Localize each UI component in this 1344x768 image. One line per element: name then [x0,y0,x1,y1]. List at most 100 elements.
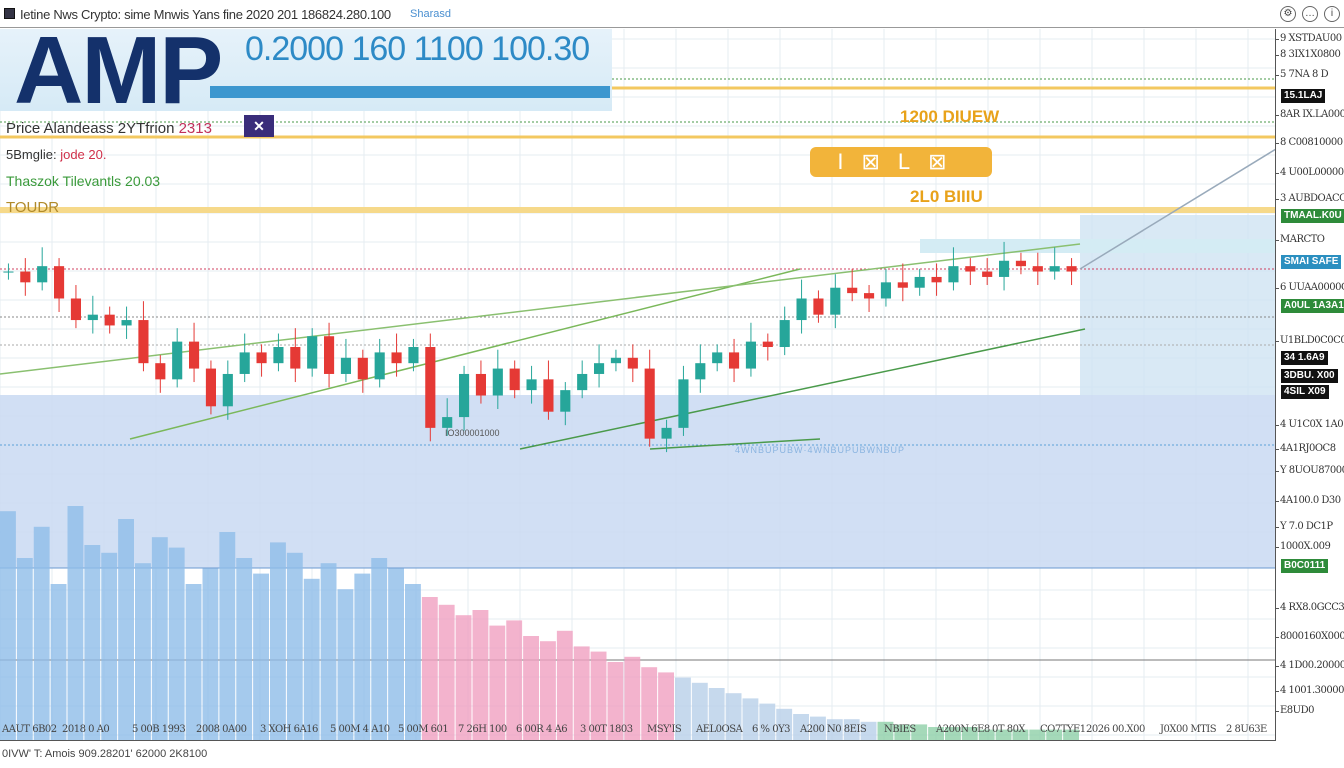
time-tick-label: AAUT 6B02 [2,724,57,735]
volume-bar [860,721,877,740]
time-tick-label: AEL0OSA [696,724,743,735]
volume-bar [286,552,303,740]
volume-bar [826,719,843,740]
volume-bar [573,646,590,740]
price-tag: 34 1.6A9 [1281,351,1328,365]
candle-body [172,341,183,380]
candle-body [357,357,368,380]
candle-body [492,368,503,396]
candle-body [205,368,216,407]
legend-2-label: 5Bmglie: [6,147,61,162]
trend-line [129,268,801,440]
volume-bar [0,511,16,740]
banner-numbers: 0.2000 160 1100 100.30 [245,30,590,68]
price-tick-label: Y 7.0 DC1P [1275,521,1333,532]
price-tag: 4SIL X09 [1281,385,1329,399]
candle-body [121,320,132,326]
dotted-label: 4WNBUPUBW·4WNBUPUBWNBUP [735,445,906,455]
volume-bar [691,682,708,740]
time-tick-label: A200 N0 8EIS [800,724,867,735]
candle-body [948,266,959,283]
candle-body [644,368,655,439]
shaded-zone [0,395,1275,568]
trend-line [519,328,1086,450]
price-tag: 15.1LAJ [1281,89,1326,103]
symbol-logo: AMP [14,29,223,124]
volume-bar [506,620,523,740]
candle-body [425,347,436,428]
time-tick-label: 7 26H 100 [458,724,507,735]
candle-body [340,357,351,374]
candle-body [712,352,723,364]
time-tick-label: 2008 0A00 [196,724,247,735]
candle-body [796,298,807,321]
low-label: IO300001000 [445,428,500,438]
volume-bar [337,589,354,740]
time-tick-label: 2 8U63E [1226,724,1267,735]
title-link[interactable]: Sharasd [410,8,451,20]
candle-body [729,352,740,369]
candle-body [543,379,554,412]
volume-bar [151,537,168,740]
volume-bar [607,662,624,740]
volume-bar [16,558,33,740]
candle-body [982,271,993,277]
volume-bar [236,558,253,740]
volume-bar [911,724,928,740]
price-chart[interactable]: 0.2000 160 1100 100.30 AMP Price Alandea… [0,29,1276,741]
legend-indicator-4: TOUDR [6,199,60,216]
info-icon[interactable]: i [1324,6,1340,22]
volume-bar [590,651,607,740]
volume-bar [675,677,691,740]
candle-body [813,298,824,315]
status-bar: 0IVW' T: Amois 909.28201' 62000 2K8100 [2,748,208,760]
volume-bar [320,563,337,740]
price-tick-label: 4 1D00.20000 [1275,660,1344,671]
volume-bar [995,729,1012,740]
volume-bar [776,708,793,740]
candle-body [1015,260,1026,267]
legend-indicator-3: Thaszok Tilevantls 20.03 [6,173,161,189]
candle-body [830,287,841,315]
banner-bar [210,86,610,98]
candle-body [526,379,537,391]
candle-body [594,363,605,374]
volume-bar [118,519,134,740]
price-axis[interactable]: 9 XSTDAU00 8 3IX1X0800 5 7NA 8 D 15.1LAJ 8AR… [1274,29,1344,741]
volume-bar [135,563,151,740]
candle-body [222,373,233,407]
trend-line [0,243,1081,375]
candle-body [762,341,773,348]
volume-bar [793,714,809,740]
price-tick-label: 4 U00L00000 [1275,167,1344,178]
time-tick-label: 3 XOH 6A16 [260,724,318,735]
annotation-top: 1200 DIUEW [900,107,1000,126]
volume-bar [168,547,185,740]
legend-price-label: Price Alandeass 2YTfrion [6,120,179,137]
volume-bar [843,719,860,740]
trend-line [1079,148,1275,270]
volume-bar [810,716,826,740]
price-tick-label: 4A100.0 D30 [1275,495,1341,506]
candle-body [189,341,200,369]
title-bar: Ietine Nws Crypto: sime Mnwis Yans fine … [0,0,1344,28]
legend-2-value: jode 20. [60,147,107,162]
gear-icon[interactable]: ⚙ [1280,6,1296,22]
volume-bar [961,727,978,740]
volume-bar [405,584,421,740]
price-tick-label: 6 UUAA0000C0 [1275,282,1344,294]
volume-bar [708,688,725,740]
price-tick-label: 4 1001.30000 [1275,685,1344,696]
candle-body [897,282,908,288]
price-tick-label: E8UD0 [1275,705,1314,716]
price-tag: TMAAL.K0U [1281,209,1344,223]
candle-body [880,282,891,299]
candle-body [509,368,520,391]
time-tick-label: 3 00T 1803 [580,724,633,735]
price-tick-label: 8 3IX1X0800 [1274,49,1341,60]
chat-icon[interactable]: … [1302,6,1318,22]
volume-bar [455,615,472,740]
volume-bar [84,545,101,740]
close-legend-button[interactable]: ✕ [244,115,274,137]
candle-body [87,314,98,321]
